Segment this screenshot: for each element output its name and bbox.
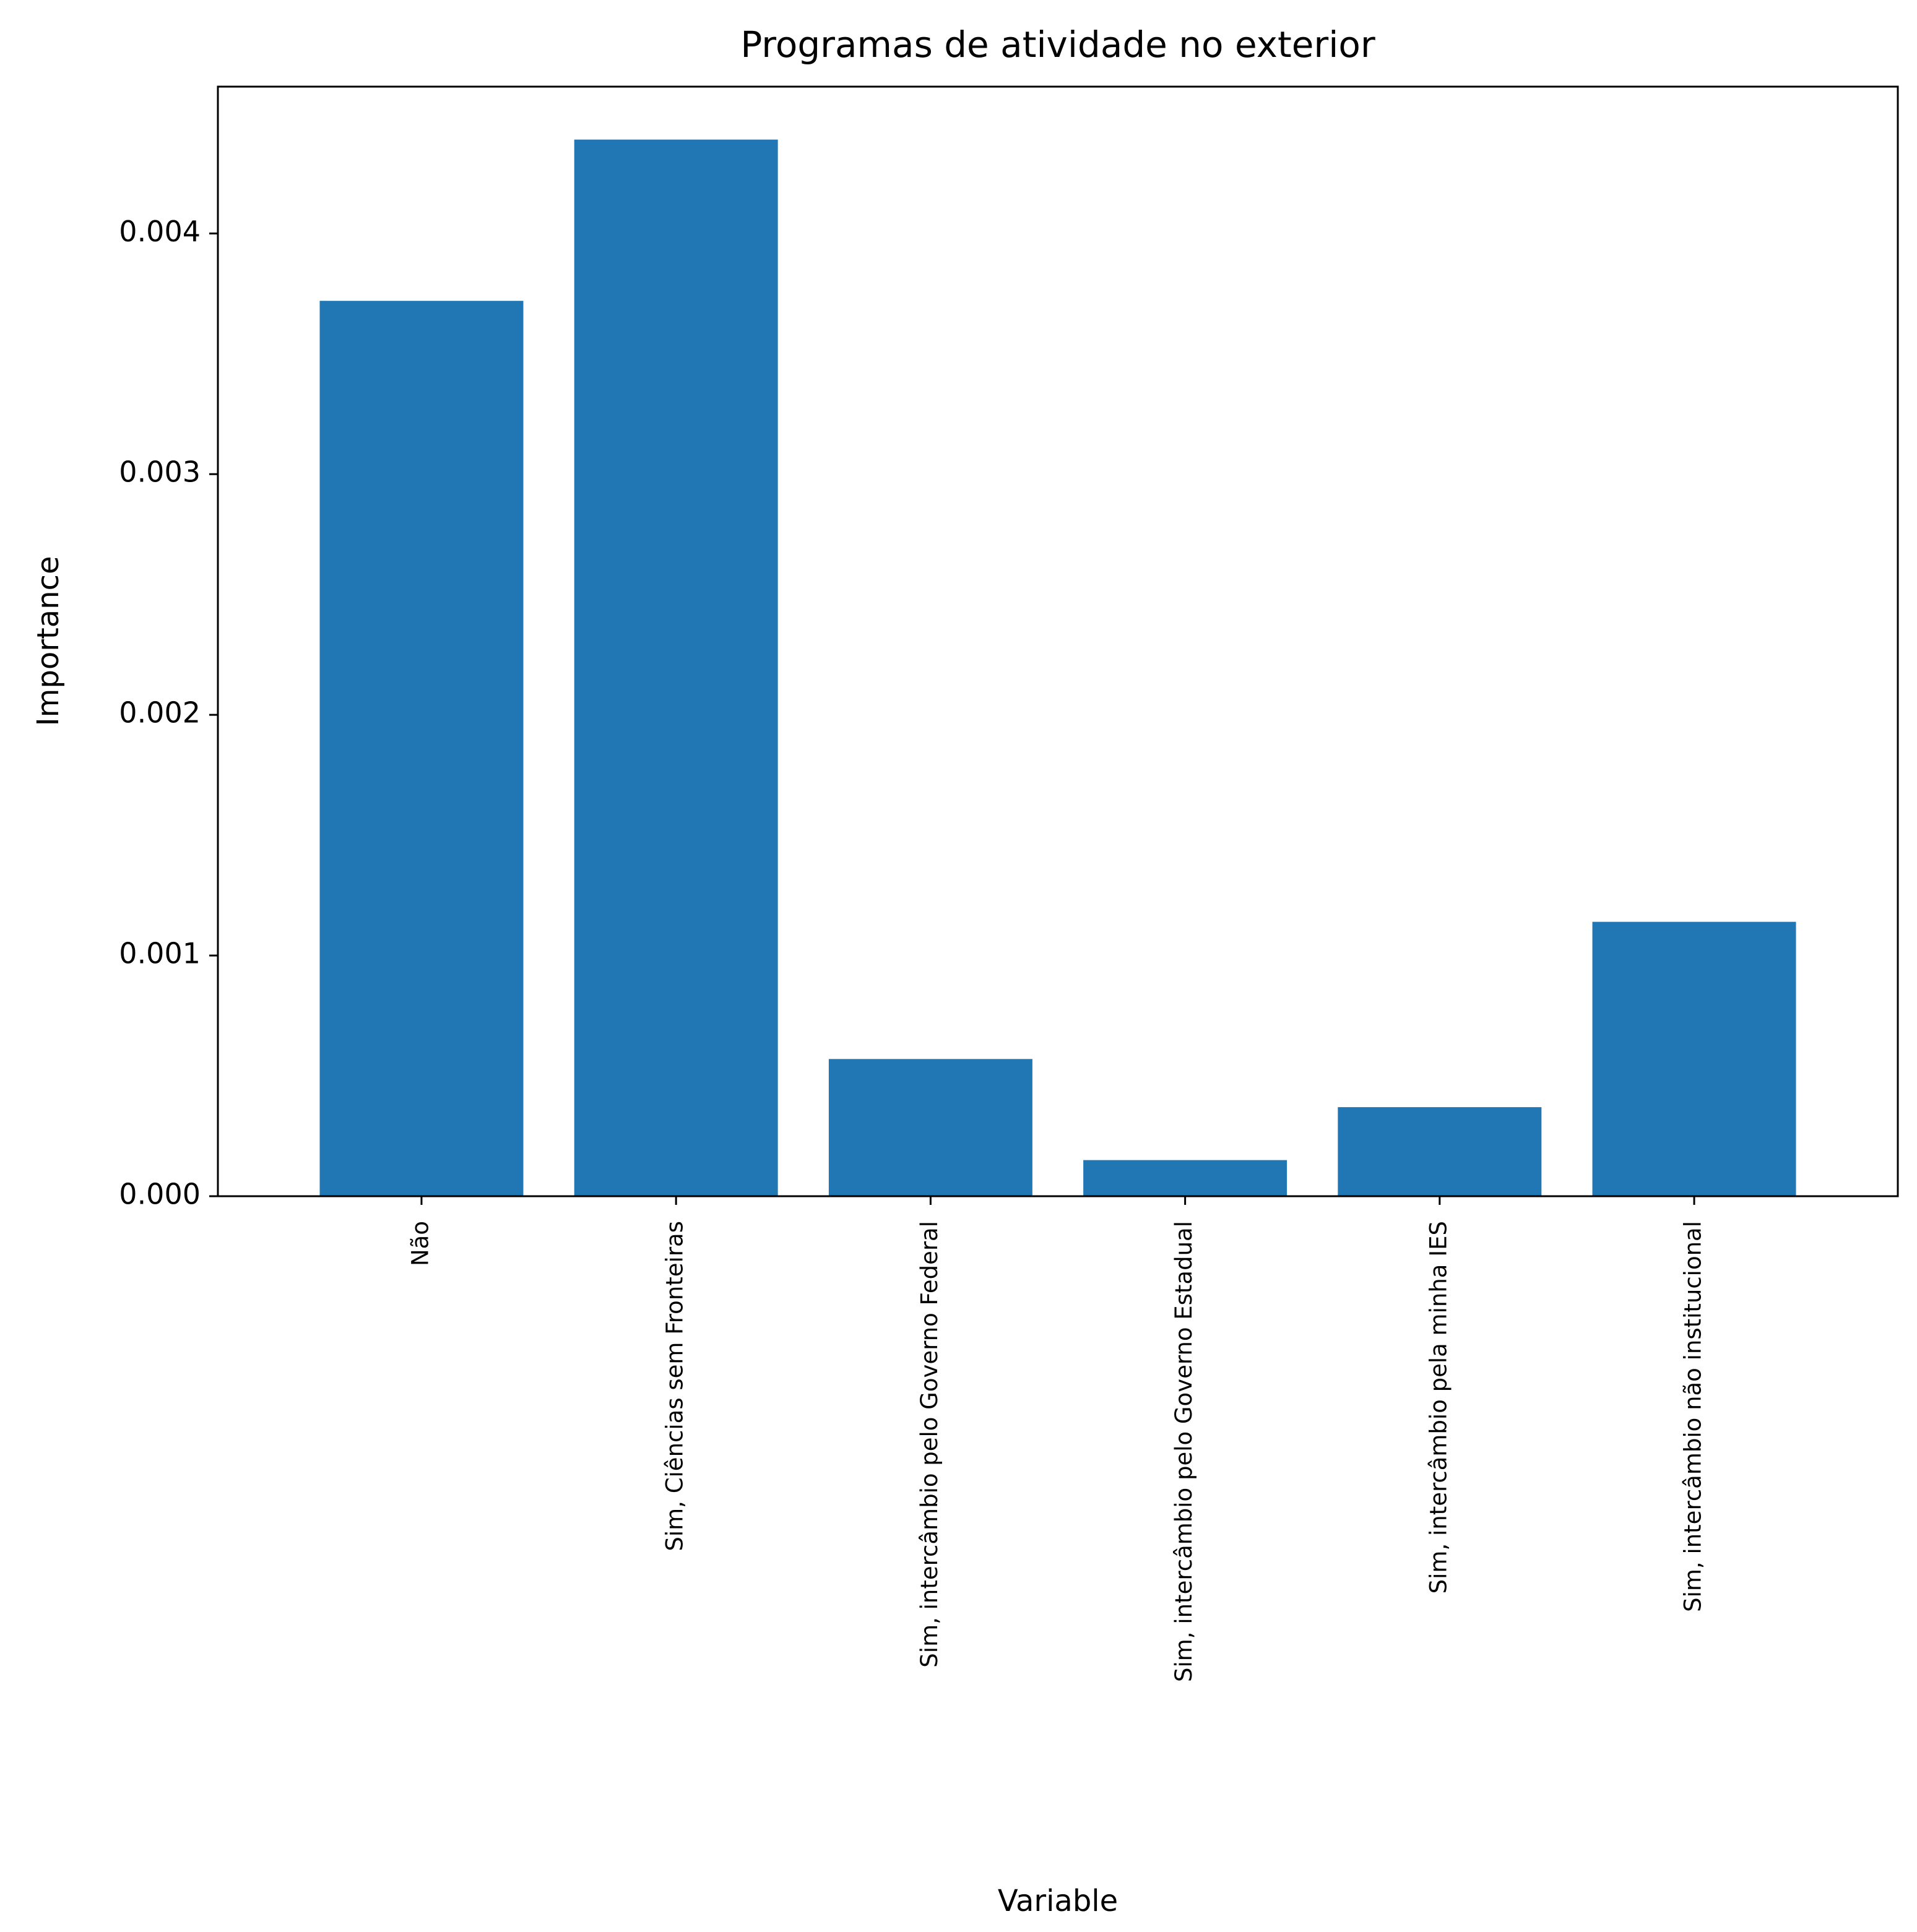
y-tick-label: 0.002 [119,696,201,730]
bar [319,301,524,1196]
bar [828,1059,1032,1196]
x-tick-label: Não [407,1221,433,1266]
x-tick-label: Sim, intercâmbio não institucional [1680,1221,1707,1612]
y-tick-label: 0.001 [119,937,201,970]
y-tick-label: 0.003 [119,455,201,489]
x-tick-label: Sim, intercâmbio pelo Governo Federal [916,1221,943,1668]
bars-layer [319,139,1796,1196]
y-axis: 0.000 0.001 0.002 0.003 0.004 [119,215,218,1211]
bar [574,139,778,1196]
x-tick-label: Sim, intercâmbio pela minha IES [1425,1221,1452,1593]
bar [1083,1160,1287,1196]
y-axis-label: Importance [31,556,66,726]
x-axis: Não Sim, Ciências sem Fronteiras Sim, inte… [407,1196,1707,1682]
y-tick-label: 0.004 [119,215,201,248]
chart-title: Programas de atividade no exterior [740,24,1375,66]
plot-frame [217,85,1899,1197]
bar [1338,1107,1542,1196]
bar [1592,921,1796,1196]
y-tick-label: 0.000 [119,1178,201,1211]
x-tick-label: Sim, Ciências sem Fronteiras [662,1221,688,1551]
x-tick-label: Sim, intercâmbio pelo Governo Estadual [1171,1221,1197,1682]
x-axis-label: Variable [998,1884,1118,1918]
